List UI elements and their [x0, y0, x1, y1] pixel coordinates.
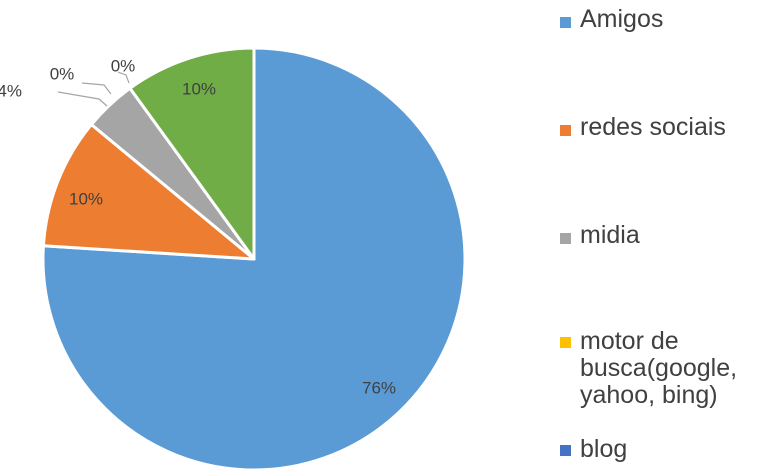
- legend-item-redes-sociais: redes sociais: [560, 114, 782, 141]
- data-label-0: 76%: [362, 378, 396, 397]
- pie-slice-1: [41, 123, 256, 261]
- legend-label: midia: [580, 221, 640, 249]
- leader-line-4: [117, 71, 130, 84]
- leader-line-3: [81, 82, 112, 95]
- legend-item-amigos: Amigos: [560, 6, 782, 33]
- data-label-4: 0%: [111, 56, 136, 75]
- legend-swatch-amigos: [560, 17, 571, 28]
- legend-label: blog: [580, 435, 628, 463]
- legend-label: redes sociais: [580, 113, 726, 141]
- pie-chart: 76% 10% 4% 0% 0% 10%: [0, 46, 467, 470]
- legend-swatch-redes-sociais: [560, 125, 571, 136]
- leader-line-2: [57, 91, 108, 107]
- data-label-1: 10%: [69, 189, 103, 208]
- legend-item-motor-de-busca: motor de busca(google, yahoo, bing): [560, 328, 782, 409]
- legend-item-blog: blog: [560, 436, 782, 463]
- legend-label: motor de busca(google, yahoo, bing): [580, 327, 738, 409]
- legend-swatch-motor-de-busca: [560, 337, 571, 348]
- data-label-3: 0%: [50, 64, 75, 83]
- legend-swatch-blog: [560, 445, 571, 456]
- legend-label: Amigos: [580, 5, 664, 33]
- pie-slice-5: [128, 46, 256, 261]
- legend-item-midia: midia: [560, 222, 782, 249]
- legend-swatch-midia: [560, 233, 571, 244]
- data-label-2: 4%: [0, 81, 22, 100]
- pie-slice-0: [41, 46, 467, 470]
- chart-legend: Amigos redes sociais midia motor de busc…: [560, 0, 782, 470]
- data-label-5: 10%: [182, 79, 216, 98]
